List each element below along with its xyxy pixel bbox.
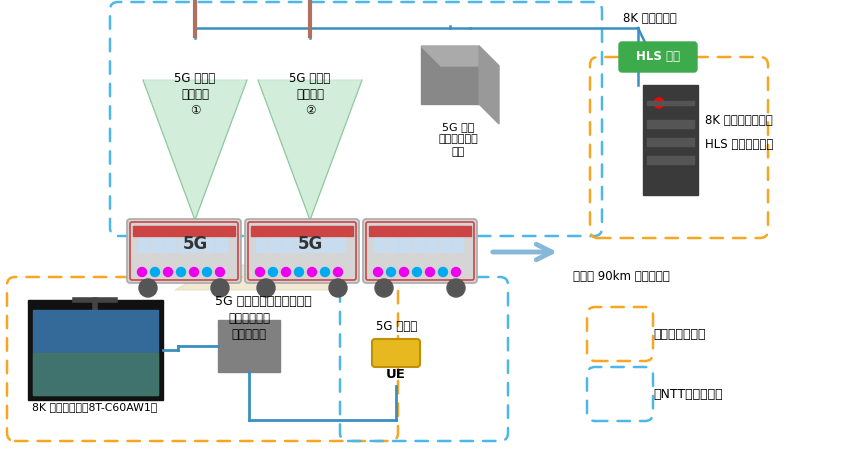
Circle shape xyxy=(447,279,465,297)
Bar xyxy=(647,101,694,105)
Circle shape xyxy=(216,267,224,276)
Bar xyxy=(308,238,319,252)
Circle shape xyxy=(654,98,664,108)
Text: ：NTTドコモ提供: ：NTTドコモ提供 xyxy=(653,387,722,400)
Text: ：シャープ提供: ：シャープ提供 xyxy=(653,328,706,340)
Polygon shape xyxy=(175,265,340,290)
FancyBboxPatch shape xyxy=(372,339,420,367)
Text: 8K 映像データ: 8K 映像データ xyxy=(623,12,677,25)
Circle shape xyxy=(329,279,347,297)
Bar xyxy=(643,85,698,195)
Bar xyxy=(203,238,214,252)
Bar xyxy=(439,238,450,252)
FancyBboxPatch shape xyxy=(619,42,697,72)
Bar xyxy=(28,300,163,400)
Bar xyxy=(218,320,280,372)
Circle shape xyxy=(333,267,343,276)
Bar xyxy=(33,353,158,395)
Bar xyxy=(452,238,463,252)
Bar xyxy=(177,238,188,252)
Bar xyxy=(426,238,437,252)
Text: 時速約 90km の高速移動: 時速約 90km の高速移動 xyxy=(573,270,670,283)
Circle shape xyxy=(139,279,157,297)
Polygon shape xyxy=(258,80,362,220)
Bar xyxy=(33,310,158,395)
Circle shape xyxy=(320,267,330,276)
Circle shape xyxy=(163,267,173,276)
Circle shape xyxy=(281,267,291,276)
Circle shape xyxy=(269,267,277,276)
Circle shape xyxy=(202,267,212,276)
Bar xyxy=(334,238,345,252)
Text: 5G: 5G xyxy=(183,235,207,253)
Text: UE: UE xyxy=(386,368,406,382)
Text: HLS 伝送: HLS 伝送 xyxy=(636,50,680,63)
Bar xyxy=(256,238,267,252)
Bar xyxy=(138,238,149,252)
Bar xyxy=(647,120,694,128)
Bar xyxy=(151,238,162,252)
Circle shape xyxy=(451,267,461,276)
FancyBboxPatch shape xyxy=(127,219,241,283)
Text: 5G 基地局
アンテナ
①: 5G 基地局 アンテナ ① xyxy=(174,72,216,117)
Bar xyxy=(133,226,235,236)
Bar xyxy=(647,156,694,164)
Polygon shape xyxy=(479,46,499,124)
Bar xyxy=(216,238,227,252)
Bar xyxy=(269,238,280,252)
Circle shape xyxy=(400,267,409,276)
Bar xyxy=(400,238,411,252)
Circle shape xyxy=(412,267,422,276)
Circle shape xyxy=(150,267,160,276)
FancyBboxPatch shape xyxy=(245,219,359,283)
Text: 5G 基地局
アンテナ
②: 5G 基地局 アンテナ ② xyxy=(289,72,331,117)
Bar xyxy=(387,238,398,252)
Circle shape xyxy=(138,267,146,276)
Circle shape xyxy=(257,279,275,297)
Circle shape xyxy=(439,267,447,276)
Bar xyxy=(164,238,175,252)
Circle shape xyxy=(373,267,382,276)
Bar xyxy=(647,138,694,146)
Bar xyxy=(295,238,306,252)
Text: 5G: 5G xyxy=(298,235,323,253)
Bar xyxy=(321,238,332,252)
Text: 5G 移動局を搭載した電車: 5G 移動局を搭載した電車 xyxy=(214,295,311,308)
Text: 5G コア
ネットワーク
装置: 5G コア ネットワーク 装置 xyxy=(438,122,478,157)
Bar xyxy=(369,226,471,236)
Text: 8K 映像コンテンツ: 8K 映像コンテンツ xyxy=(705,113,773,126)
Bar xyxy=(190,238,201,252)
Circle shape xyxy=(387,267,395,276)
Text: HLS 配信サーバー: HLS 配信サーバー xyxy=(705,139,774,151)
Circle shape xyxy=(308,267,316,276)
Bar xyxy=(421,46,479,104)
Circle shape xyxy=(294,267,303,276)
Bar xyxy=(413,238,424,252)
Polygon shape xyxy=(143,80,247,220)
Bar xyxy=(251,226,353,236)
Bar xyxy=(282,238,293,252)
Circle shape xyxy=(375,279,393,297)
Circle shape xyxy=(190,267,199,276)
Circle shape xyxy=(426,267,434,276)
Circle shape xyxy=(211,279,229,297)
Bar xyxy=(374,238,385,252)
Text: リアルタイム
デコーダー: リアルタイム デコーダー xyxy=(228,312,270,341)
Polygon shape xyxy=(421,46,499,66)
Circle shape xyxy=(256,267,264,276)
Text: 5G 移動局: 5G 移動局 xyxy=(377,320,417,333)
Text: 8K 対応テレビ＜8T-C60AW1＞: 8K 対応テレビ＜8T-C60AW1＞ xyxy=(32,402,157,412)
Circle shape xyxy=(177,267,185,276)
FancyBboxPatch shape xyxy=(363,219,477,283)
